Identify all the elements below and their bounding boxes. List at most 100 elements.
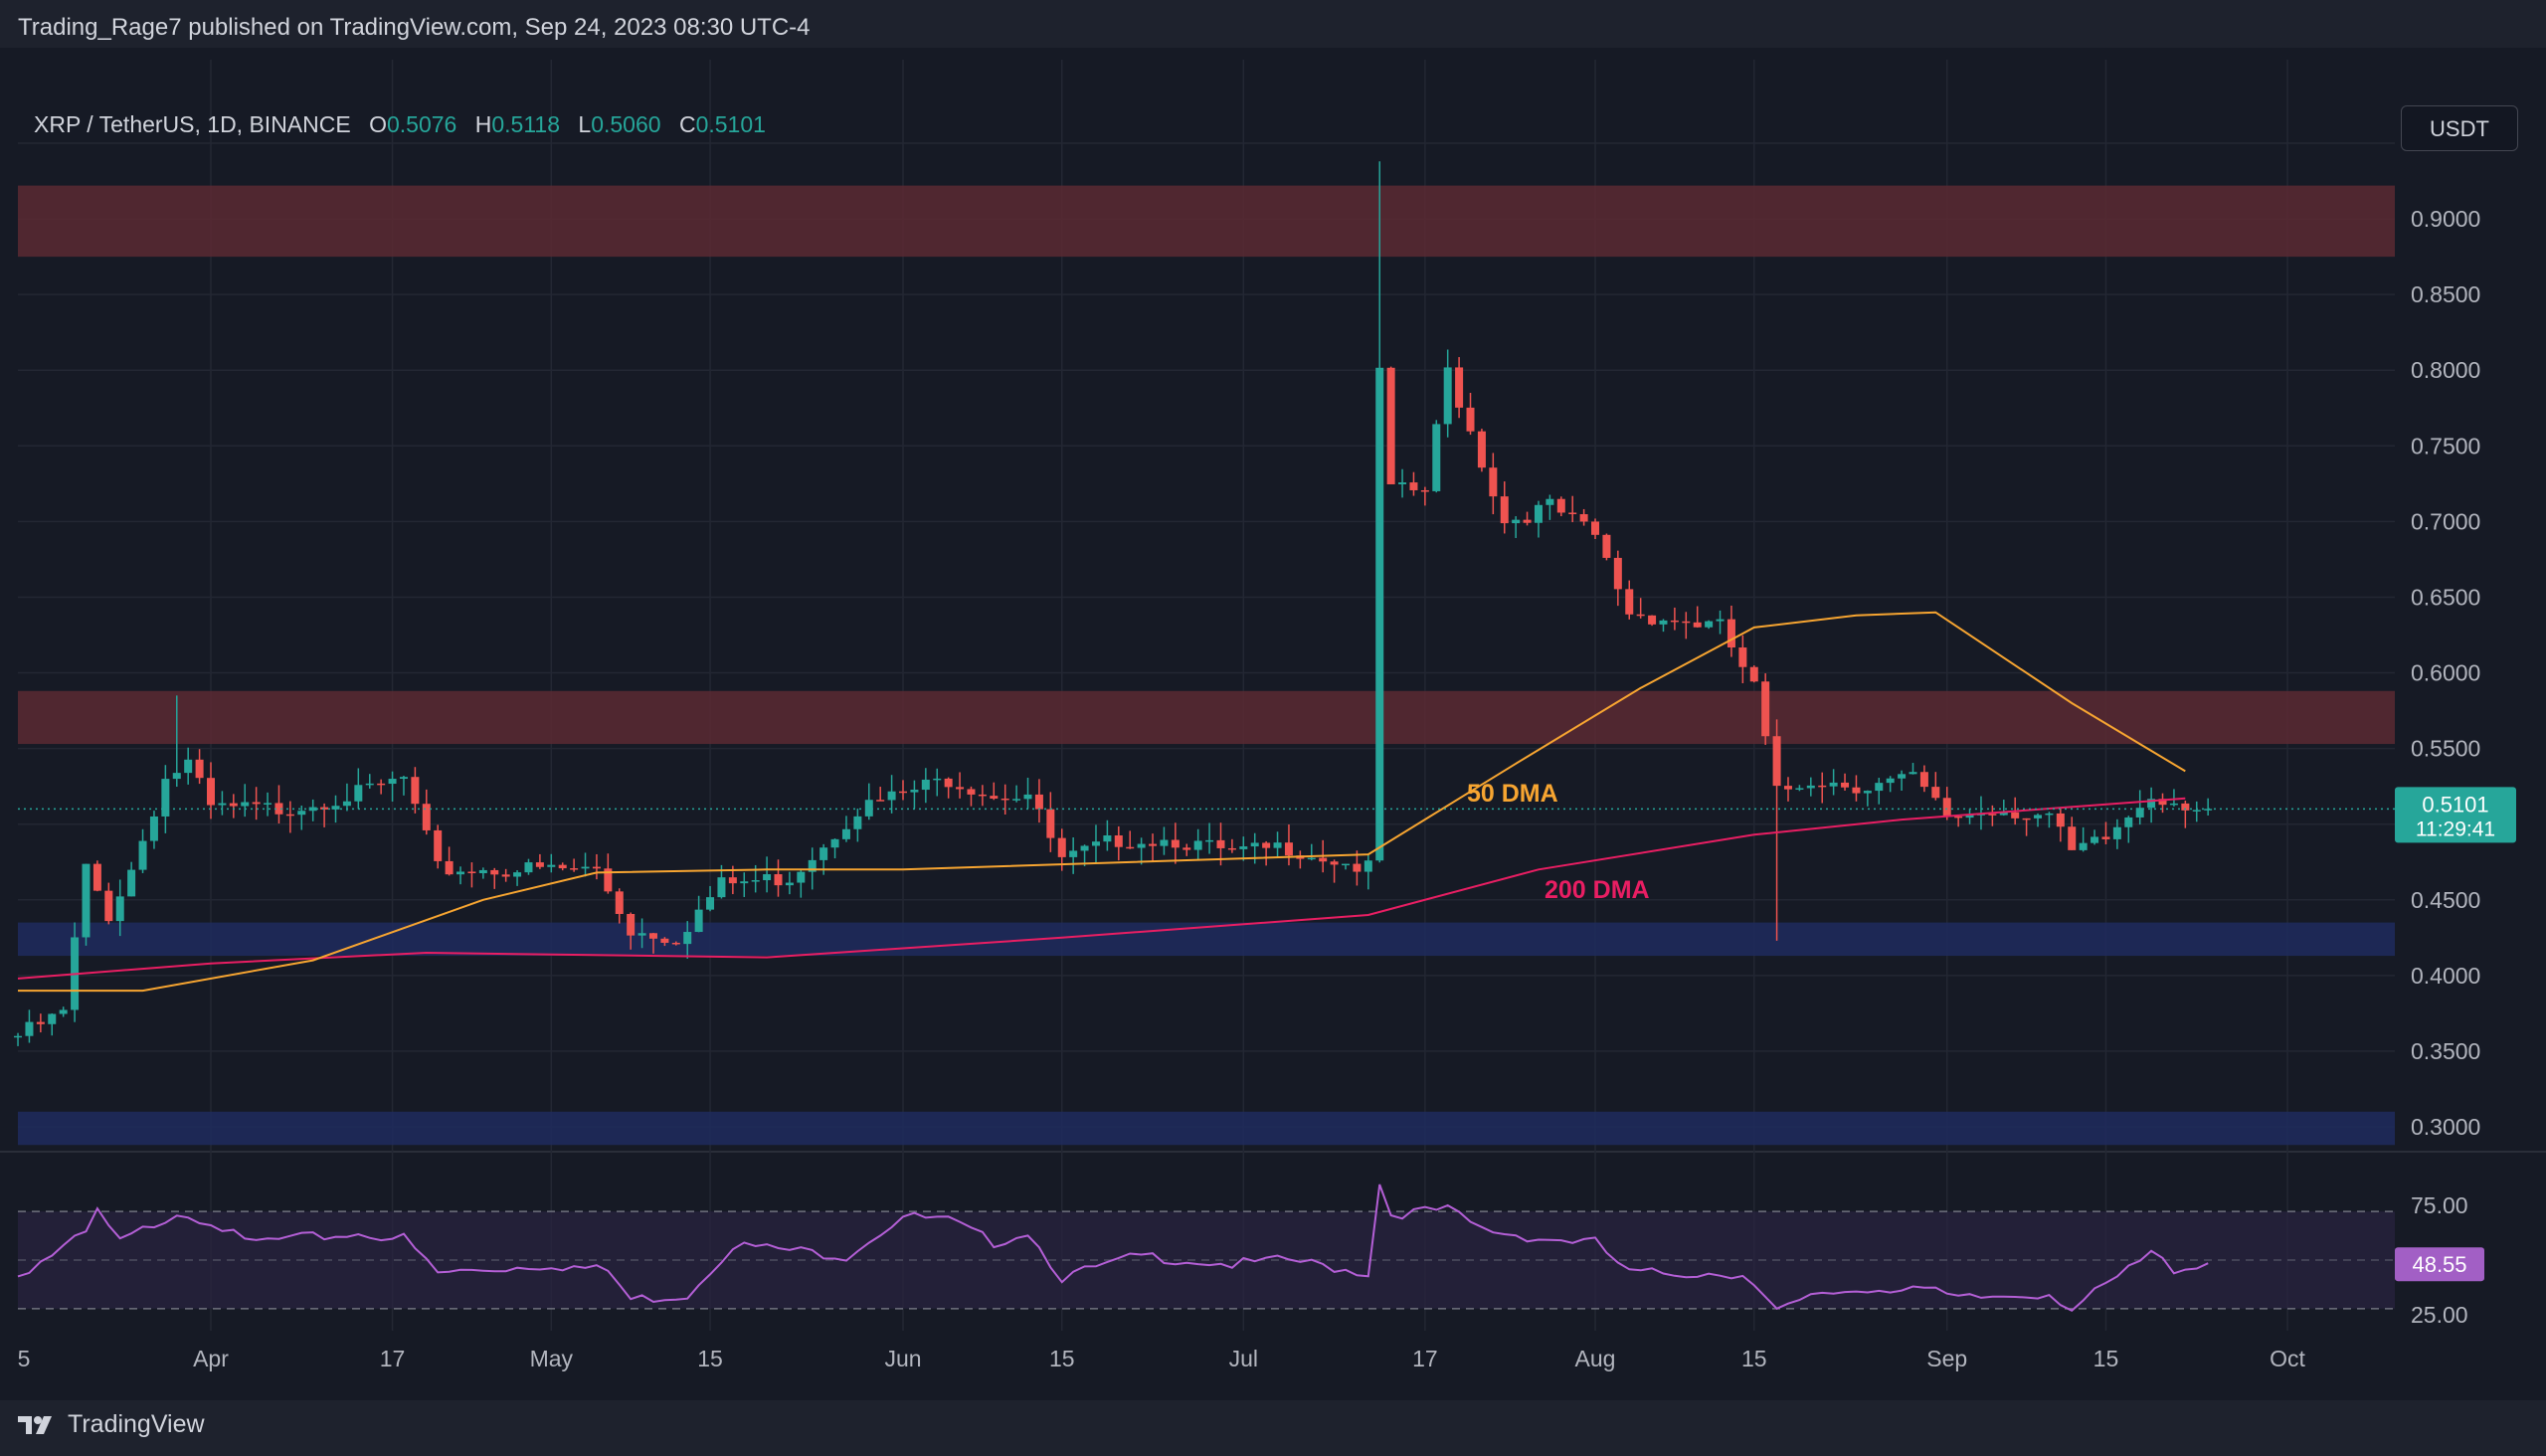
ma50-line	[18, 611, 2186, 993]
candle-body	[637, 933, 646, 936]
candle-body	[36, 1021, 45, 1024]
price-tick-label: 0.7500	[2411, 433, 2480, 458]
chart-area[interactable]: 0.30000.35000.40000.45000.50000.55000.60…	[0, 48, 2546, 1400]
candle-body	[92, 863, 101, 891]
candle-body	[1556, 498, 1565, 513]
candle-body	[2079, 842, 2088, 850]
price-tick-label: 0.8500	[2411, 281, 2480, 307]
brand-name: TradingView	[68, 1410, 205, 1438]
candle-body	[342, 801, 351, 807]
candle-body	[252, 802, 261, 805]
candle-body	[1205, 839, 1214, 842]
price-tick-label: 0.5500	[2411, 736, 2480, 762]
candle-body	[604, 868, 613, 892]
candle-body	[615, 891, 624, 914]
price-zones	[18, 185, 2395, 1146]
candle-body	[1761, 681, 1770, 737]
candle-body	[422, 804, 431, 830]
footer	[0, 1400, 2546, 1456]
candle-body	[490, 869, 499, 875]
demand-zone	[18, 1111, 2395, 1146]
moving-averages	[17, 611, 2395, 993]
candle-body	[25, 1021, 34, 1036]
time-tick-label: 15	[1049, 1346, 1075, 1371]
candle-body	[1727, 619, 1735, 648]
candle-body	[207, 778, 215, 806]
price-tick-label: 0.4000	[2411, 963, 2480, 989]
low-label: L	[578, 111, 592, 137]
candle-body	[1841, 782, 1850, 788]
candle-body	[467, 871, 476, 874]
candle-body	[1909, 772, 1917, 775]
candle-body	[388, 779, 397, 785]
demand-zone	[18, 922, 2395, 957]
candle-body	[1636, 614, 1645, 617]
candle-body	[797, 871, 806, 883]
high-label: H	[474, 111, 492, 137]
candle-body	[1375, 367, 1384, 861]
candle-body	[1806, 785, 1815, 789]
candle-body	[535, 862, 544, 867]
candle-body	[1466, 407, 1475, 432]
candle-body	[1886, 778, 1895, 784]
price-tick-label: 0.7000	[2411, 508, 2480, 534]
candle-body	[1171, 839, 1180, 848]
candle-body	[1420, 489, 1429, 492]
candle-body	[570, 868, 579, 870]
chart-canvas[interactable]: 0.30000.35000.40000.45000.50000.55000.60…	[0, 48, 2546, 1400]
candle-body	[1852, 787, 1861, 794]
candle-body	[1716, 619, 1725, 622]
currency-button[interactable]: USDT	[2401, 105, 2518, 151]
candle-body	[774, 874, 783, 886]
candle-body	[513, 872, 522, 877]
candle-body	[2169, 803, 2178, 806]
candle-body	[478, 869, 487, 874]
candle-body	[1818, 785, 1827, 788]
time-tick-label: Apr	[193, 1346, 229, 1371]
candle-body	[763, 874, 772, 881]
ma200-label: 200 DMA	[1545, 876, 1650, 904]
candle-body	[990, 796, 999, 799]
candle-body	[671, 942, 680, 945]
candle-body	[1523, 519, 1532, 523]
supply-zone	[18, 185, 2395, 258]
footer-brand[interactable]: TradingView	[18, 1410, 205, 1439]
candle-body	[149, 816, 158, 841]
candle-body	[558, 864, 567, 869]
candle-body	[1898, 774, 1907, 779]
candle-body	[1875, 783, 1884, 792]
time-tick-label: Jun	[884, 1346, 921, 1371]
candle-body	[161, 779, 170, 817]
candle-body	[2147, 799, 2156, 809]
candle-body	[841, 828, 850, 839]
candle-body	[1602, 534, 1611, 558]
last-price-badge	[2395, 787, 2516, 843]
time-tick-label: 17	[1412, 1346, 1438, 1371]
candle-body	[2056, 813, 2065, 827]
candle-body	[320, 807, 329, 810]
candle-body	[524, 862, 533, 873]
candle-body	[1284, 842, 1293, 856]
time-tick-label: Aug	[1575, 1346, 1616, 1371]
candle-body	[717, 877, 726, 898]
candle-body	[1489, 467, 1498, 497]
candle-body	[2045, 813, 2054, 816]
candle-body	[1012, 799, 1021, 801]
candle-body	[14, 1035, 23, 1038]
candle-body	[331, 806, 340, 810]
candle-body	[706, 897, 715, 910]
publish-info: Trading_Rage7 published on TradingView.c…	[18, 14, 811, 41]
tradingview-logo-icon	[18, 1415, 52, 1434]
candle-body	[819, 847, 828, 860]
candle-body	[1091, 841, 1100, 846]
time-tick-label: May	[530, 1346, 574, 1371]
candle-body	[899, 791, 908, 794]
candle-body	[581, 866, 590, 869]
candle-body	[830, 838, 839, 848]
candle-body	[1398, 482, 1407, 484]
candle-body	[229, 803, 238, 807]
candle-body	[1227, 847, 1236, 850]
candle-body	[1919, 772, 1928, 788]
candle-body	[853, 816, 862, 829]
